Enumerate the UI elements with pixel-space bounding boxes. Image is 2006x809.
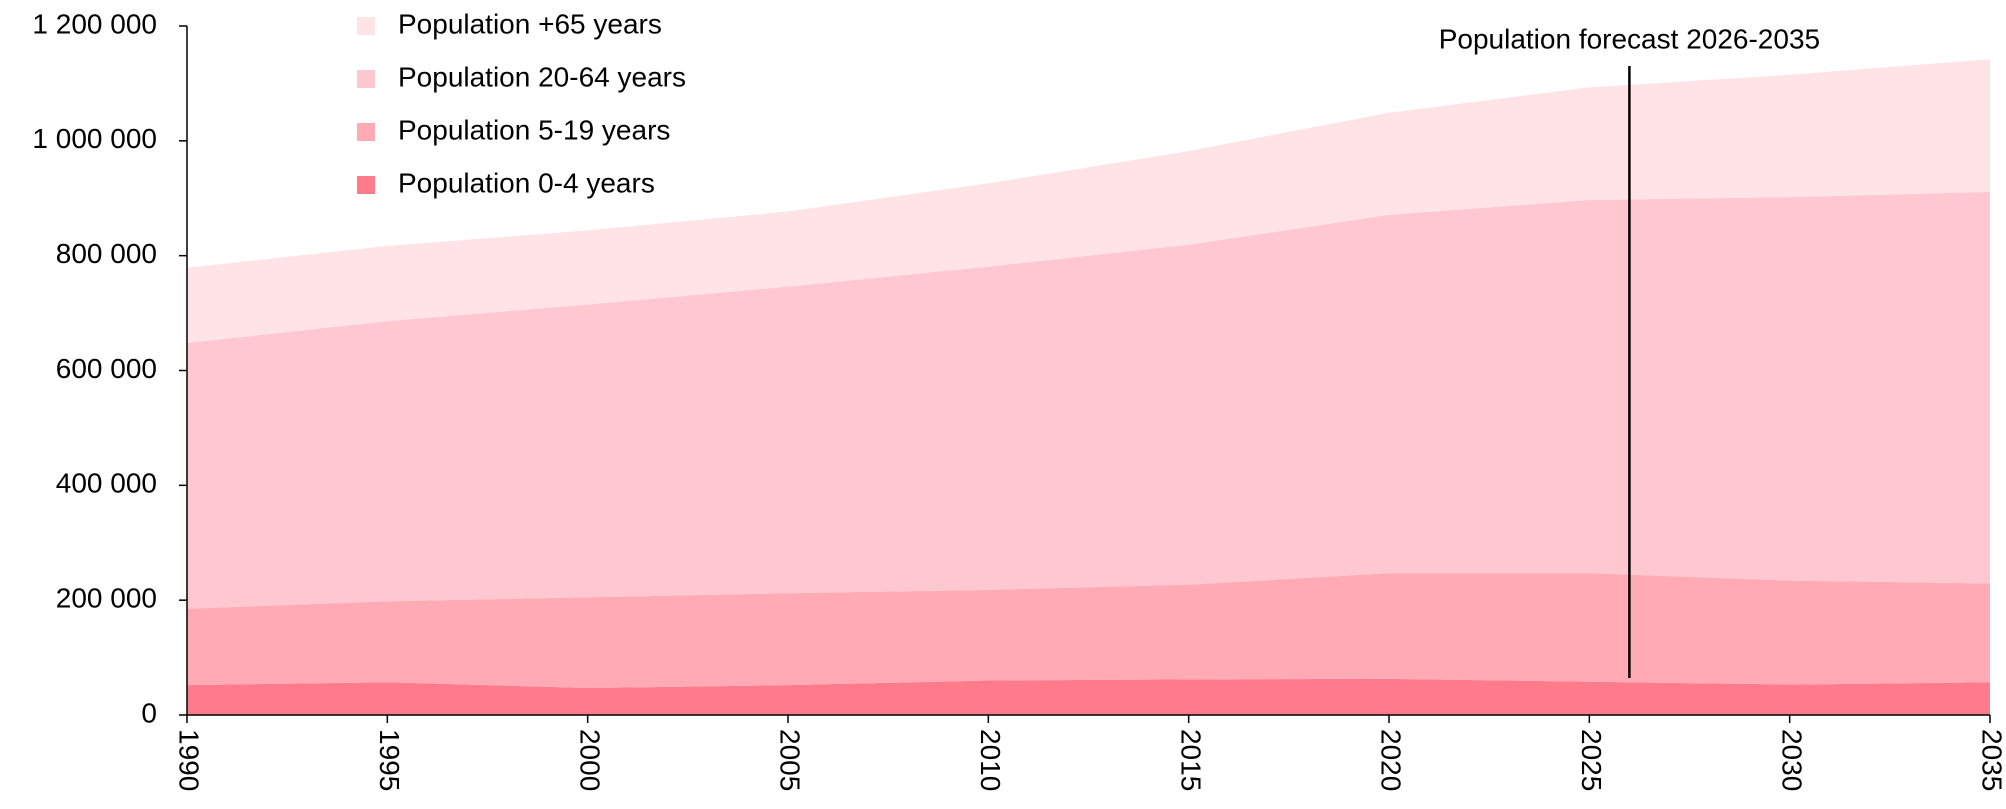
x-tick-label: 2000 xyxy=(574,729,605,791)
x-tick-label: 2035 xyxy=(1977,729,2006,791)
y-tick-label: 400 000 xyxy=(56,468,157,499)
x-tick-label: 2015 xyxy=(1175,729,1206,791)
y-tick-label: 1 000 000 xyxy=(32,123,157,154)
x-tick-label: 1990 xyxy=(174,729,205,791)
x-tick-label: 2010 xyxy=(975,729,1006,791)
y-tick-label: 1 200 000 xyxy=(32,8,157,39)
x-tick-label: 2020 xyxy=(1376,729,1407,791)
legend-swatch xyxy=(357,17,375,35)
legend-label: Population 20-64 years xyxy=(398,61,686,92)
y-tick-label: 800 000 xyxy=(56,238,157,269)
y-tick-label: 200 000 xyxy=(56,583,157,614)
area xyxy=(187,191,1990,609)
area xyxy=(187,573,1990,689)
x-tick-label: 2030 xyxy=(1776,729,1807,791)
x-tick-label: 1995 xyxy=(374,729,405,791)
annotation: Population forecast 2026-2035 xyxy=(1439,23,1820,54)
legend-swatch xyxy=(357,176,375,194)
area xyxy=(187,678,1990,715)
y-tick-label: 600 000 xyxy=(56,353,157,384)
legend-label: Population +65 years xyxy=(398,8,662,39)
area xyxy=(187,59,1990,343)
x-tick-label: 2005 xyxy=(775,729,806,791)
legend-label: Population 0-4 years xyxy=(398,167,655,198)
x-tick-label: 2025 xyxy=(1576,729,1607,791)
legend-label: Population 5-19 years xyxy=(398,114,670,145)
legend-swatch xyxy=(357,123,375,141)
legend-swatch xyxy=(357,70,375,88)
y-tick-label: 0 xyxy=(141,697,157,728)
